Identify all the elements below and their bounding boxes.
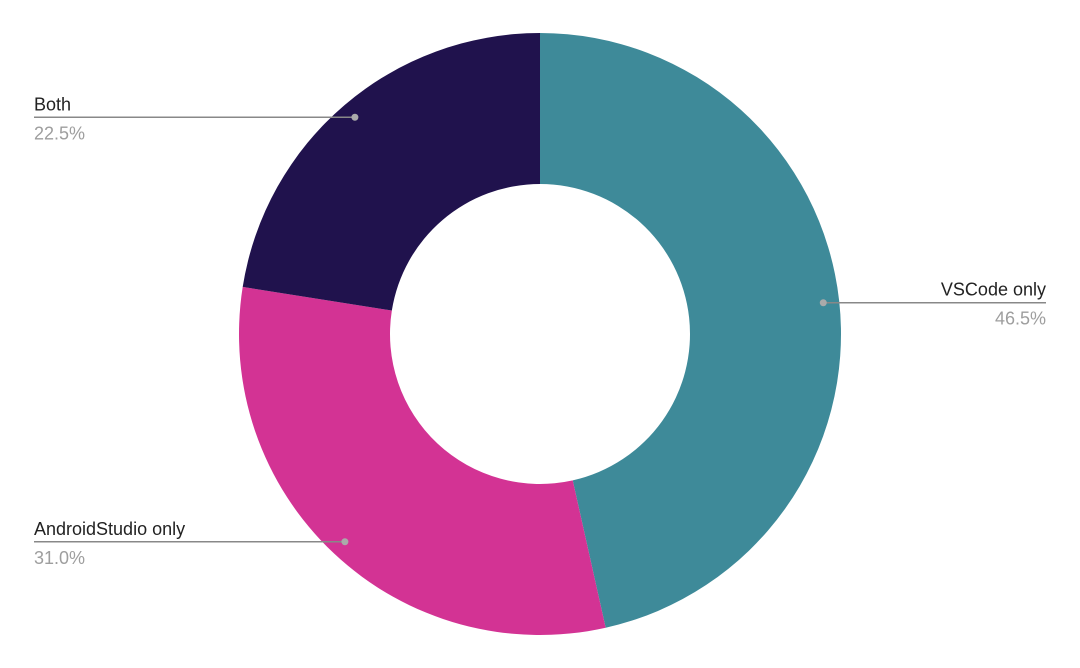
leader-dot bbox=[341, 538, 349, 546]
slice-label: VSCode only bbox=[941, 280, 1046, 300]
slice-label: Both bbox=[34, 94, 71, 114]
leader-dot bbox=[819, 299, 827, 307]
slice bbox=[540, 33, 841, 628]
leader-dot bbox=[351, 113, 359, 121]
slice-label: AndroidStudio only bbox=[34, 519, 185, 539]
slice-value: 31.0% bbox=[34, 548, 85, 568]
slice-value: 22.5% bbox=[34, 123, 85, 143]
slice bbox=[238, 286, 606, 635]
slice bbox=[242, 32, 540, 311]
slice-value: 46.5% bbox=[995, 309, 1046, 329]
